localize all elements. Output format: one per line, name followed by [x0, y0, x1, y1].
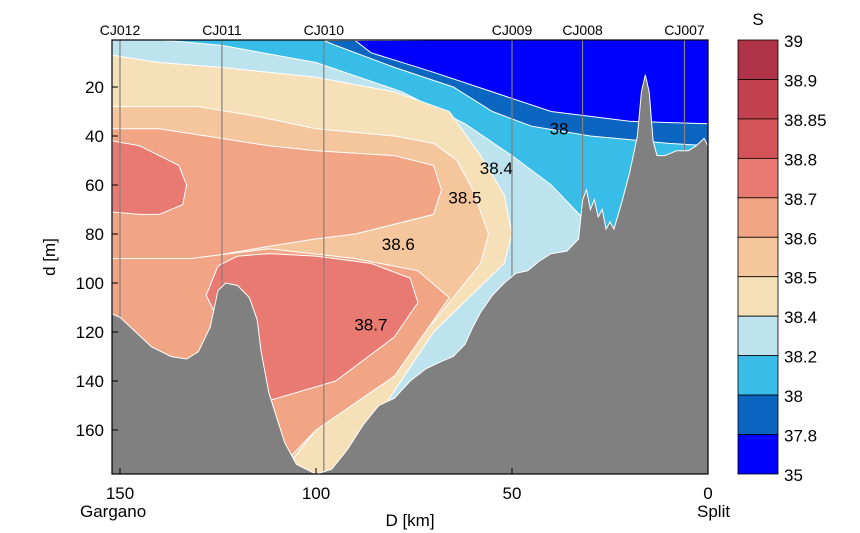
- x-axis-label: D [km]: [385, 511, 434, 530]
- contour-band-35-37.8: [353, 40, 708, 125]
- colorbar-level-label: 35: [784, 466, 803, 485]
- x-tick-label: 50: [503, 484, 522, 503]
- station-labels: CJ012 CJ011 CJ010 CJ009 CJ008 CJ007: [100, 22, 705, 38]
- colorbar-swatch: [737, 157, 779, 199]
- colorbar-swatch: [737, 276, 779, 317]
- colorbar-swatch: [737, 197, 779, 238]
- seabed-bathymetry: [112, 74, 708, 474]
- colorbar-swatch: [737, 394, 779, 435]
- colorbar-swatch: [737, 39, 779, 80]
- colorbar-level-label: 38.8: [784, 150, 817, 169]
- colorbar-level-label: 38.7: [784, 190, 817, 209]
- contour-labels: 38 38.4 38.5 38.6 38.7: [354, 120, 568, 335]
- colorbar-swatch: [737, 315, 779, 357]
- contour-band-38.7-38.8-west: [112, 140, 188, 215]
- contour-label: 38.4: [480, 159, 513, 178]
- colorbar-swatch: [737, 434, 779, 475]
- colorbar-level-label: 38.9: [784, 71, 817, 90]
- plot-frame: [111, 39, 709, 475]
- contour-label: 38.5: [448, 188, 481, 207]
- colorbar-level-label: 38.4: [784, 308, 817, 327]
- contour-label: 38.6: [382, 235, 415, 254]
- contour-label: 38.7: [354, 316, 387, 335]
- y-tick-label: 120: [76, 323, 104, 342]
- x-end-label-left: Gargano: [80, 502, 146, 521]
- station-label-CJ011: CJ011: [202, 22, 242, 38]
- station-label-CJ009: CJ009: [492, 22, 533, 38]
- x-tick-label: 150: [106, 484, 134, 503]
- colorbar-level-label: 38.5: [784, 269, 817, 288]
- station-label-CJ007: CJ007: [664, 22, 705, 38]
- colorbar-level-label: 37.8: [784, 427, 817, 446]
- colorbar-title: S: [752, 10, 763, 29]
- colorbar-level-label: 38.2: [784, 348, 817, 367]
- station-label-CJ012: CJ012: [100, 22, 141, 38]
- y-tick-label: 20: [85, 78, 104, 97]
- x-tick-label: 100: [302, 484, 330, 503]
- y-axis-ticks: 20 40 60 80 100 120 140 160: [76, 78, 118, 440]
- y-tick-label: 80: [85, 225, 104, 244]
- contour-label: 38: [550, 120, 569, 139]
- colorbar-swatch: [737, 118, 779, 159]
- colorbar-swatch: [737, 236, 779, 278]
- station-label-CJ008: CJ008: [562, 22, 603, 38]
- colorbar: 39 38.9 38.85 38.8 38.7 38.6 38.5 38.4 38.2 38 37.…: [737, 32, 827, 485]
- colorbar-swatch: [737, 79, 779, 120]
- colorbar-level-label: 39: [784, 32, 803, 51]
- x-tick-label: 0: [703, 484, 712, 503]
- y-tick-label: 140: [76, 372, 104, 391]
- colorbar-swatch: [737, 355, 779, 396]
- y-axis-label: d [m]: [40, 238, 59, 276]
- y-tick-label: 40: [85, 127, 104, 146]
- colorbar-level-label: 38.85: [784, 111, 827, 130]
- colorbar-level-label: 38: [784, 387, 803, 406]
- y-tick-label: 160: [76, 421, 104, 440]
- x-axis-ticks: 150 100 50 0: [106, 468, 713, 503]
- y-tick-label: 100: [76, 274, 104, 293]
- colorbar-level-label: 38.6: [784, 229, 817, 248]
- y-tick-label: 60: [85, 176, 104, 195]
- x-end-label-right: Split: [697, 502, 730, 521]
- station-label-CJ010: CJ010: [304, 22, 345, 38]
- seabed-polygon: [112, 74, 708, 474]
